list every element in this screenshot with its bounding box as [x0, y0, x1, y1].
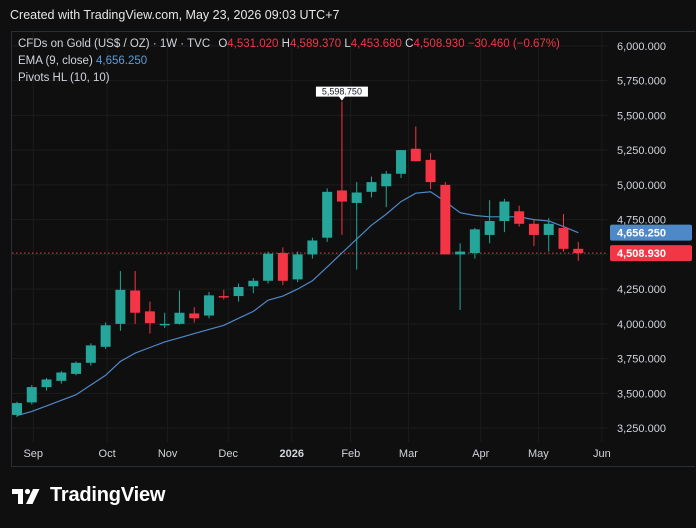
x-axis-tick-label: Nov — [158, 448, 178, 460]
candle-body — [514, 211, 525, 224]
candle-body — [174, 312, 185, 324]
pivots-label: Pivots HL (10, 10) — [18, 72, 110, 84]
ema-label: EMA (9, close) — [18, 55, 93, 67]
y-axis-tick-label: 4,750.000 — [617, 215, 666, 227]
candle-body — [159, 323, 170, 326]
candle-body — [573, 248, 584, 254]
created-with-text: Created with TradingView.com, May 23, 20… — [10, 8, 340, 22]
candle-body — [100, 325, 111, 347]
pivot-high-label-box — [315, 86, 368, 101]
footer — [0, 470, 696, 528]
symbol-label[interactable]: CFDs on Gold (US$ / OZ) · 1W · TVC — [18, 38, 211, 50]
high-label: H — [281, 38, 290, 50]
candle-body — [248, 280, 259, 287]
candle-body — [277, 252, 288, 281]
candle-body — [218, 296, 229, 298]
candle-body — [130, 290, 141, 313]
candle-body — [26, 387, 37, 403]
candlestick-chart[interactable]: 5,598.750 3,250.000 3,500.000 3,750.000 4,00… — [12, 32, 696, 468]
candle-body — [144, 311, 155, 324]
candle-body — [263, 253, 274, 281]
candle-body — [71, 362, 82, 374]
candle-body — [292, 254, 303, 280]
candle-body — [41, 379, 52, 388]
candle-body — [440, 184, 451, 255]
x-axis-tick-label: Oct — [99, 448, 116, 460]
candle-body — [233, 287, 244, 297]
tradingview-logo-icon — [12, 488, 40, 504]
open-value: 4,531.020 — [227, 38, 279, 50]
close-label: C — [405, 38, 414, 50]
y-axis-tick-label: 6,000.000 — [617, 41, 666, 53]
ema-legend[interactable]: EMA (9, close) 4,656.250 — [18, 55, 147, 67]
tradingview-logo-text: TradingView — [50, 484, 166, 506]
candle-body — [410, 148, 421, 162]
candle-body — [336, 190, 347, 202]
candle-body — [85, 345, 96, 363]
top-bar: Created with TradingView.com, May 23, 20… — [0, 0, 696, 30]
candle-body — [204, 295, 215, 316]
x-axis-tick-label: 2026 — [279, 448, 303, 460]
candle-body — [484, 221, 495, 235]
ema-value: 4,656.250 — [95, 55, 148, 67]
candle-body — [12, 403, 22, 415]
candle-body — [558, 227, 569, 249]
high-value: 4,589.370 — [289, 38, 342, 50]
tradingview-logo[interactable]: TradingView — [12, 484, 165, 507]
y-axis-tick-label: 5,000.000 — [617, 180, 666, 192]
candle-body — [189, 313, 200, 319]
candle-body — [455, 251, 466, 255]
candle-body — [543, 223, 554, 235]
candle-body — [366, 182, 377, 192]
x-axis-tick-label: Jun — [593, 448, 611, 460]
y-axis-tick-label: 3,250.000 — [617, 423, 666, 435]
candle-body — [396, 150, 407, 174]
x-axis-tick-label: Mar — [399, 448, 418, 460]
x-axis-tick-label: Apr — [472, 448, 489, 460]
candle-body — [469, 229, 480, 253]
candle-body — [322, 191, 333, 238]
y-axis-tick-label: 3,750.000 — [617, 354, 666, 366]
candle-body — [528, 223, 539, 235]
candle-body — [115, 289, 126, 324]
candle-body — [425, 159, 436, 183]
axis-price-label-box — [610, 224, 692, 241]
x-axis-tick-label: Sep — [23, 448, 43, 460]
change-value: −30.460 (−0.67%) — [467, 38, 560, 50]
low-value: 4,453.680 — [350, 38, 402, 50]
axis-price-label: 4,656.250 — [617, 228, 666, 240]
x-axis-tick-label: Feb — [341, 448, 360, 460]
y-axis-tick-label: 5,500.000 — [617, 110, 666, 122]
candle-body — [499, 201, 510, 222]
close-value: 4,508.930 — [413, 38, 465, 50]
y-axis-tick-label: 5,750.000 — [617, 76, 666, 88]
pivots-legend[interactable]: Pivots HL (10, 10) — [18, 72, 110, 84]
ema-line — [16, 191, 579, 417]
y-axis-tick-label: 5,250.000 — [617, 145, 666, 157]
axis-price-label-box — [610, 245, 692, 262]
chart-pane[interactable]: 5,598.750 3,250.000 3,500.000 3,750.000 4,00… — [11, 31, 695, 467]
candle-body — [351, 192, 362, 203]
low-label: L — [344, 38, 351, 50]
ohlc-legend: CFDs on Gold (US$ / OZ) · 1W · TVC O4,53… — [18, 38, 560, 50]
x-axis-tick-label: May — [528, 448, 549, 460]
candle-body — [56, 372, 67, 381]
y-axis-tick-label: 4,250.000 — [617, 284, 666, 296]
candle-body — [307, 240, 318, 255]
candle-body — [381, 173, 392, 187]
open-label: O — [218, 38, 228, 50]
y-axis-tick-label: 3,500.000 — [617, 388, 666, 400]
axis-price-label: 4,508.930 — [617, 248, 666, 260]
y-axis-tick-label: 4,000.000 — [617, 319, 666, 331]
pivot-high-label: 5,598.750 — [322, 87, 362, 97]
x-axis-tick-label: Dec — [218, 448, 238, 460]
